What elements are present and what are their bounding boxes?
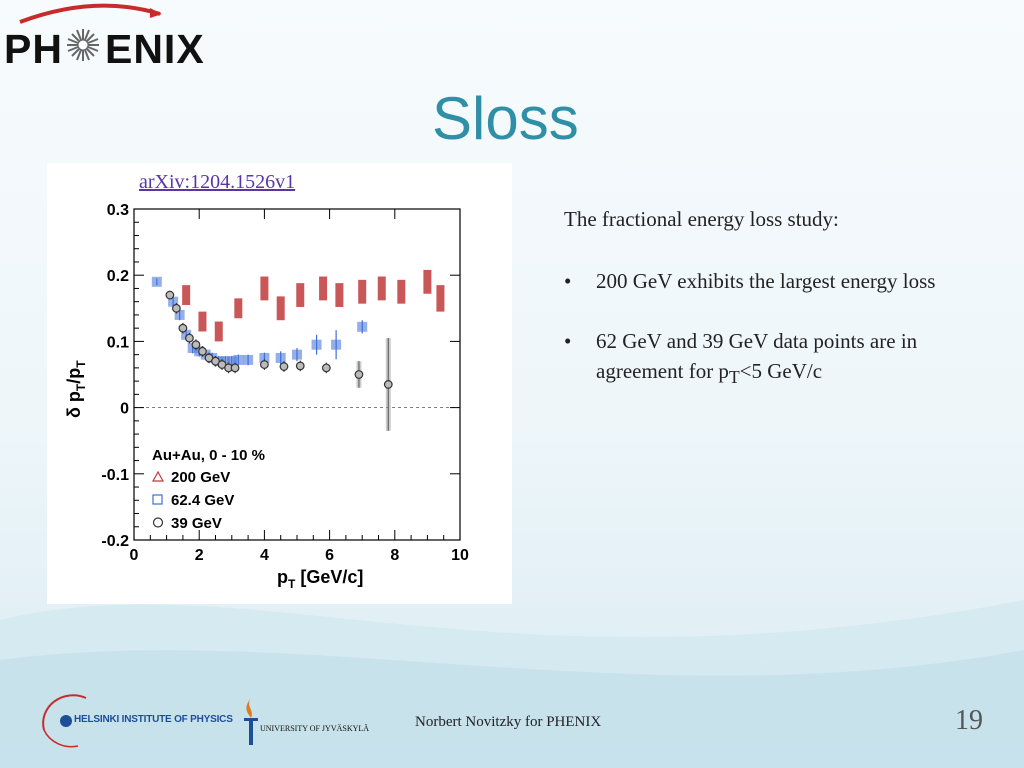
legend-title: Au+Au, 0 - 10 % <box>152 447 265 464</box>
jyvaskyla-label: UNIVERSITY OF JYVÄSKYLÄ <box>260 724 370 733</box>
x-tick-label: 8 <box>390 547 399 564</box>
point-62gev <box>357 321 368 332</box>
point-200gev <box>358 279 367 304</box>
intro-text: The fractional energy loss study: <box>564 207 839 231</box>
bullet-marker: • <box>564 329 572 353</box>
point-62gev <box>311 339 322 350</box>
point-39gev <box>383 380 393 389</box>
point-39gev <box>178 323 188 333</box>
point-200gev <box>397 279 406 304</box>
point-200gev <box>436 285 445 312</box>
phenix-logo: PH ENIX <box>0 0 230 75</box>
legend-label: 62.4 GeV <box>171 492 234 509</box>
helsinki-logo <box>42 694 87 748</box>
point-200gev <box>423 269 432 294</box>
point-62gev <box>331 339 342 350</box>
legend-marker <box>152 494 163 505</box>
bullet-tail: <5 GeV/c <box>739 359 823 383</box>
point-39gev <box>295 361 305 371</box>
point-39gev <box>259 360 269 369</box>
point-200gev <box>182 285 191 305</box>
phenix-logo-text: PH ENIX <box>4 26 205 73</box>
y-tick-label: -0.1 <box>101 467 129 484</box>
bullet-text: 62 GeV and 39 GeV data points are in agr… <box>596 329 918 383</box>
legend-label: 39 GeV <box>171 515 222 532</box>
point-39gev <box>230 363 240 373</box>
point-200gev <box>319 276 328 301</box>
point-62gev <box>233 354 244 365</box>
x-tick-label: 4 <box>260 547 269 564</box>
y-tick-label: 0.1 <box>107 334 129 351</box>
legend-marker <box>152 517 164 528</box>
bullet-subscript: T <box>728 367 740 388</box>
jyvaskyla-torch-icon <box>244 698 258 745</box>
helsinki-institute-label: HELSINKI INSTITUTE OF PHYSICS <box>74 714 233 725</box>
y-tick-label: 0 <box>120 401 129 418</box>
point-200gev <box>260 276 269 301</box>
point-39gev <box>191 340 201 350</box>
point-200gev <box>335 283 344 307</box>
point-200gev <box>198 311 207 332</box>
point-39gev <box>279 362 289 371</box>
point-200gev <box>276 296 285 321</box>
point-39gev <box>321 363 331 373</box>
plot-frame <box>133 208 461 541</box>
point-62gev <box>243 354 254 365</box>
point-62gev <box>151 276 162 287</box>
phenix-logo-arc <box>19 3 162 24</box>
legend-marker <box>151 470 165 482</box>
point-62gev <box>275 352 286 363</box>
legend-label: 200 GeV <box>171 469 230 486</box>
point-39gev <box>354 370 364 379</box>
bullet-item: • 200 GeV exhibits the largest energy lo… <box>564 266 964 296</box>
phenix-star-icon <box>63 26 105 73</box>
x-axis-label: pT [GeV/c] <box>277 567 363 591</box>
point-200gev <box>234 298 243 319</box>
x-tick-label: 0 <box>130 547 139 564</box>
footer-author: Norbert Novitzky for PHENIX <box>415 714 602 730</box>
y-axis-label: δ pT/pT <box>64 360 88 418</box>
bullet-marker: • <box>564 269 572 293</box>
point-200gev <box>296 283 305 307</box>
x-tick-label: 2 <box>195 547 204 564</box>
page-number: 19 <box>955 705 983 736</box>
bullet-text: 200 GeV exhibits the largest energy loss <box>596 269 936 293</box>
text-block: The fractional energy loss study: • 200 … <box>564 204 964 422</box>
energy-loss-chart: -0.2 -0.1 0 0.1 0.2 0.3 0 2 4 6 8 10 pT [GeV/c] δ pT/… <box>64 202 469 591</box>
arxiv-link[interactable]: arXiv:1204.1526v1 <box>139 171 296 193</box>
y-tick-label: 0.3 <box>107 202 129 219</box>
point-39gev <box>185 333 194 343</box>
x-tick-label: 6 <box>325 547 334 564</box>
x-tick-label: 10 <box>451 547 469 564</box>
point-200gev <box>214 321 223 342</box>
point-39gev <box>198 346 207 356</box>
bullet-item: • 62 GeV and 39 GeV data points are in a… <box>564 326 964 392</box>
point-62gev <box>292 349 302 360</box>
y-tick-label: -0.2 <box>101 533 129 550</box>
y-tick-label: 0.2 <box>107 268 129 285</box>
slide-title: Sloss <box>432 85 579 152</box>
point-39gev <box>171 303 181 313</box>
point-200gev <box>377 276 386 301</box>
figure-panel: -0.2 -0.1 0 0.1 0.2 0.3 0 2 4 6 8 10 pT [GeV/c] δ pT/… <box>47 163 512 604</box>
point-39gev <box>165 290 175 300</box>
